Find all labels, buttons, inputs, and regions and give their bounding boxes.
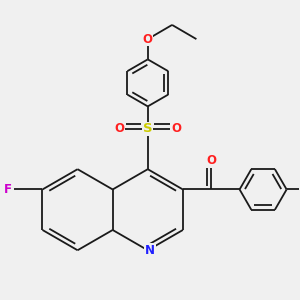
- Text: N: N: [145, 244, 155, 257]
- Text: S: S: [143, 122, 153, 135]
- Text: O: O: [171, 122, 181, 135]
- Text: O: O: [114, 122, 124, 135]
- Text: O: O: [206, 154, 216, 167]
- Text: F: F: [4, 183, 12, 196]
- Text: O: O: [143, 33, 153, 46]
